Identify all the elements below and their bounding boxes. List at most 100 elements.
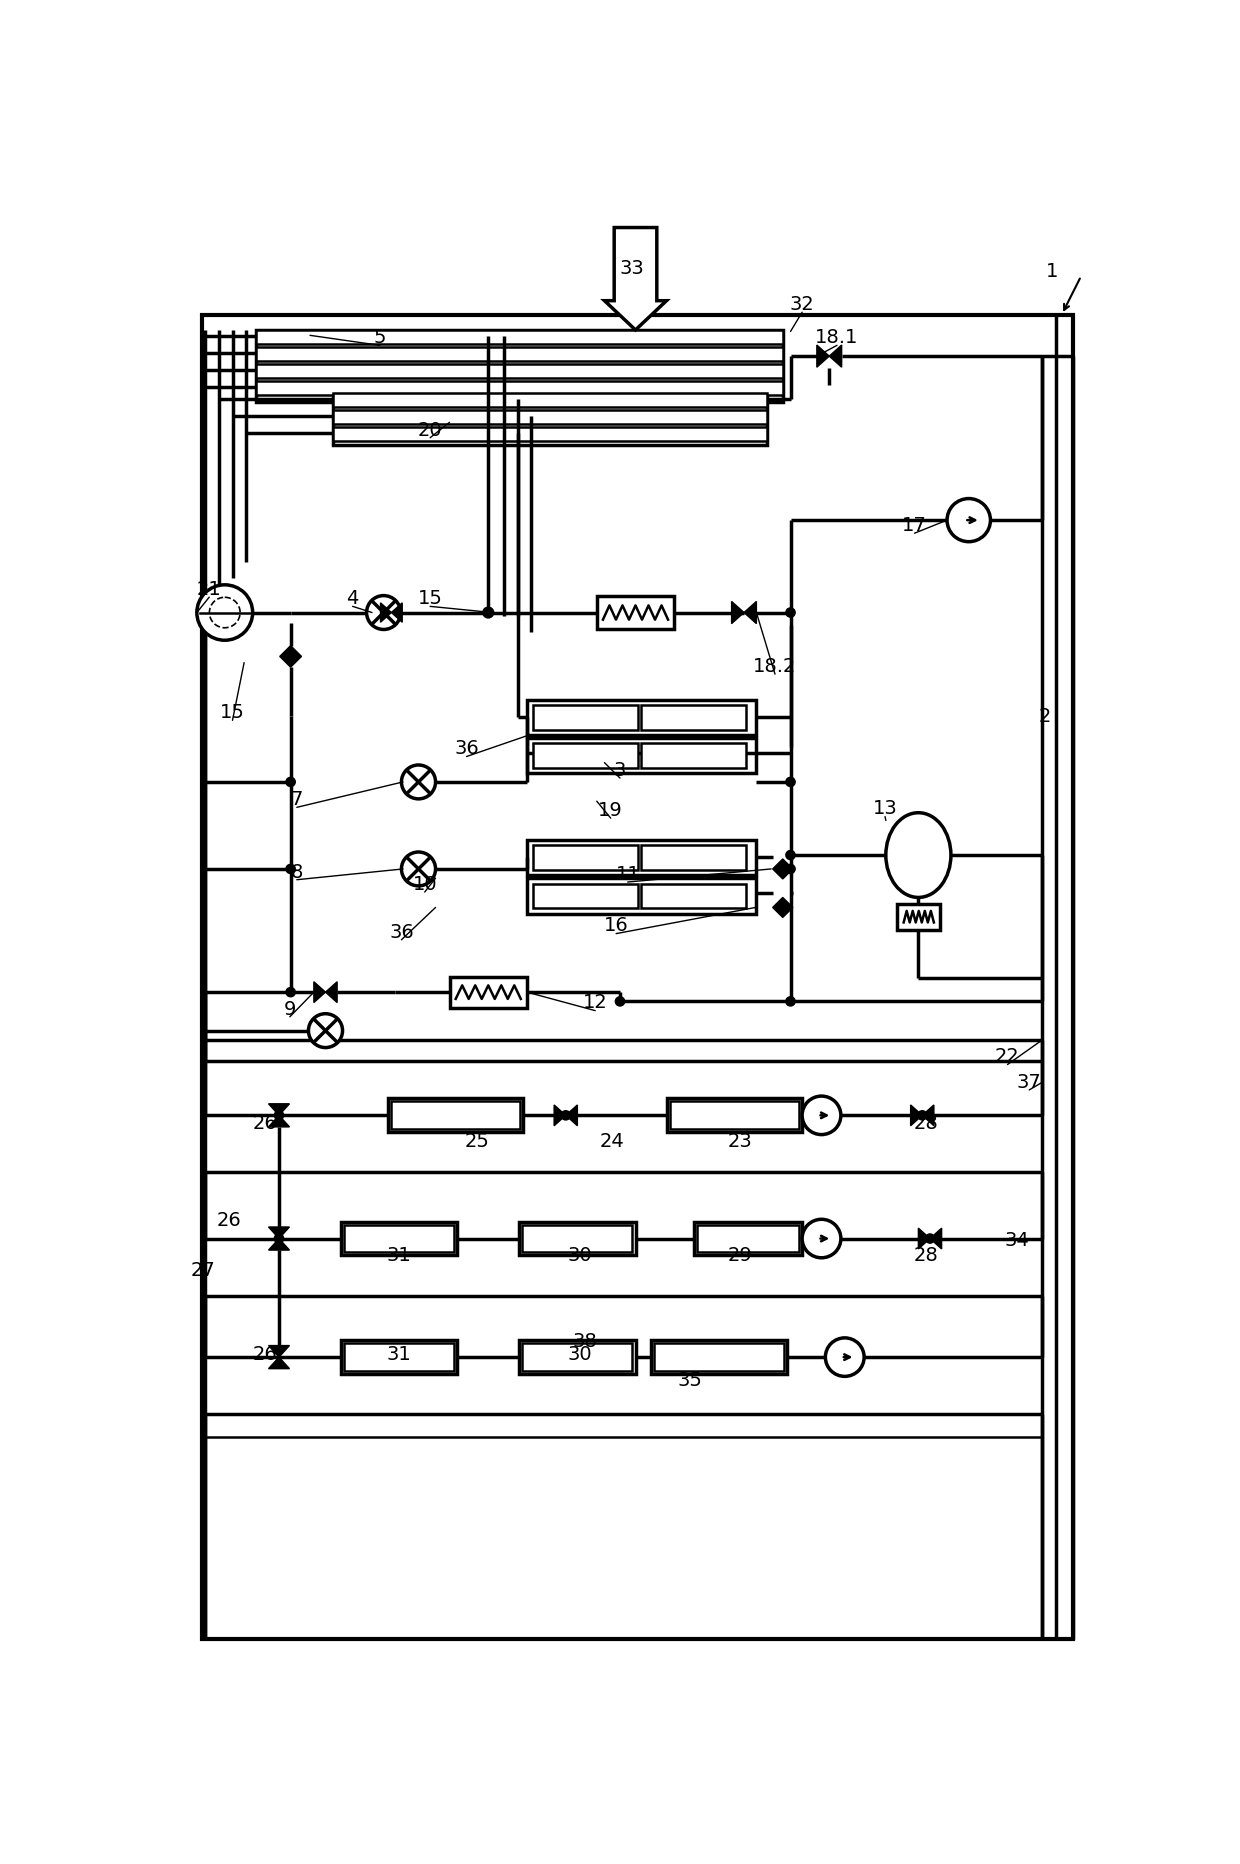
Polygon shape (773, 897, 792, 917)
Bar (641, 705, 746, 729)
Text: 31: 31 (387, 1245, 412, 1266)
Circle shape (482, 608, 494, 619)
Circle shape (947, 498, 991, 542)
Text: 11: 11 (615, 865, 640, 884)
Text: 2: 2 (1039, 706, 1050, 725)
Bar (522, 1344, 632, 1372)
Polygon shape (817, 345, 830, 367)
Text: 15: 15 (418, 589, 443, 608)
Circle shape (286, 865, 295, 874)
Bar (533, 884, 639, 908)
Text: 13: 13 (873, 800, 898, 818)
Polygon shape (280, 645, 301, 667)
Text: 1: 1 (1047, 263, 1059, 281)
Ellipse shape (885, 813, 951, 897)
Circle shape (925, 1234, 935, 1243)
Bar (641, 844, 746, 870)
Text: 7: 7 (290, 790, 303, 809)
Polygon shape (744, 602, 756, 624)
Text: 34: 34 (1004, 1230, 1029, 1249)
Polygon shape (269, 1357, 289, 1368)
Text: 37: 37 (1017, 1072, 1042, 1092)
Circle shape (274, 1111, 284, 1120)
Circle shape (402, 764, 435, 800)
Bar (527, 699, 755, 734)
Bar (341, 1221, 458, 1256)
Polygon shape (554, 1105, 565, 1126)
Bar (655, 1344, 784, 1372)
Bar (527, 878, 755, 913)
Bar (522, 1225, 632, 1253)
Polygon shape (565, 1105, 578, 1126)
Text: 12: 12 (583, 994, 608, 1012)
Polygon shape (269, 1238, 289, 1251)
Bar (449, 977, 527, 1008)
Bar (641, 884, 746, 908)
Text: 26: 26 (216, 1212, 241, 1230)
Text: 32: 32 (790, 295, 815, 313)
Text: 22: 22 (996, 1048, 1019, 1066)
Text: 18.2: 18.2 (754, 656, 796, 677)
Text: 10: 10 (413, 874, 436, 895)
Text: 31: 31 (387, 1344, 412, 1364)
Bar (255, 330, 782, 403)
Bar (527, 738, 755, 774)
Text: 21: 21 (197, 580, 222, 598)
Polygon shape (732, 602, 744, 624)
Bar (520, 1340, 635, 1374)
Circle shape (786, 997, 795, 1007)
Bar (255, 347, 782, 362)
Polygon shape (930, 1228, 941, 1249)
Text: 28: 28 (914, 1245, 939, 1266)
Bar (697, 1225, 799, 1253)
Bar (641, 744, 746, 768)
Circle shape (802, 1219, 841, 1258)
Text: 36: 36 (454, 740, 479, 759)
Text: 24: 24 (600, 1131, 625, 1152)
Circle shape (615, 997, 625, 1007)
Bar (255, 380, 782, 395)
Polygon shape (269, 1115, 289, 1128)
Circle shape (826, 1338, 864, 1376)
Polygon shape (381, 602, 392, 623)
Bar (898, 904, 940, 930)
Bar (391, 1102, 520, 1130)
Polygon shape (325, 982, 337, 1003)
Circle shape (286, 777, 295, 787)
Polygon shape (269, 1227, 289, 1238)
Bar (596, 596, 675, 628)
Polygon shape (269, 1103, 289, 1115)
Circle shape (309, 1014, 342, 1048)
Circle shape (786, 608, 795, 617)
Bar (693, 1221, 802, 1256)
Bar (255, 363, 782, 378)
Text: 17: 17 (903, 516, 926, 535)
Bar (334, 427, 768, 440)
Circle shape (786, 777, 795, 787)
Bar (334, 410, 768, 423)
Polygon shape (392, 602, 402, 623)
Bar (334, 393, 768, 406)
Text: 3: 3 (614, 761, 626, 779)
Text: 29: 29 (728, 1245, 753, 1266)
Bar (533, 744, 639, 768)
Text: 35: 35 (677, 1370, 702, 1391)
Text: 28: 28 (914, 1113, 939, 1133)
Polygon shape (269, 1346, 289, 1357)
Text: 23: 23 (728, 1131, 753, 1152)
Text: 30: 30 (568, 1344, 591, 1364)
Circle shape (367, 596, 401, 630)
Bar (667, 1098, 802, 1131)
Bar (527, 839, 755, 874)
Polygon shape (919, 1228, 930, 1249)
Text: 18.1: 18.1 (816, 328, 858, 347)
Polygon shape (314, 982, 325, 1003)
Text: 15: 15 (219, 703, 246, 721)
Text: 26: 26 (253, 1344, 278, 1364)
Polygon shape (830, 345, 842, 367)
Circle shape (197, 585, 253, 639)
Circle shape (802, 1096, 841, 1135)
Bar (387, 1098, 523, 1131)
FancyArrow shape (605, 227, 667, 330)
Text: 26: 26 (253, 1113, 278, 1133)
